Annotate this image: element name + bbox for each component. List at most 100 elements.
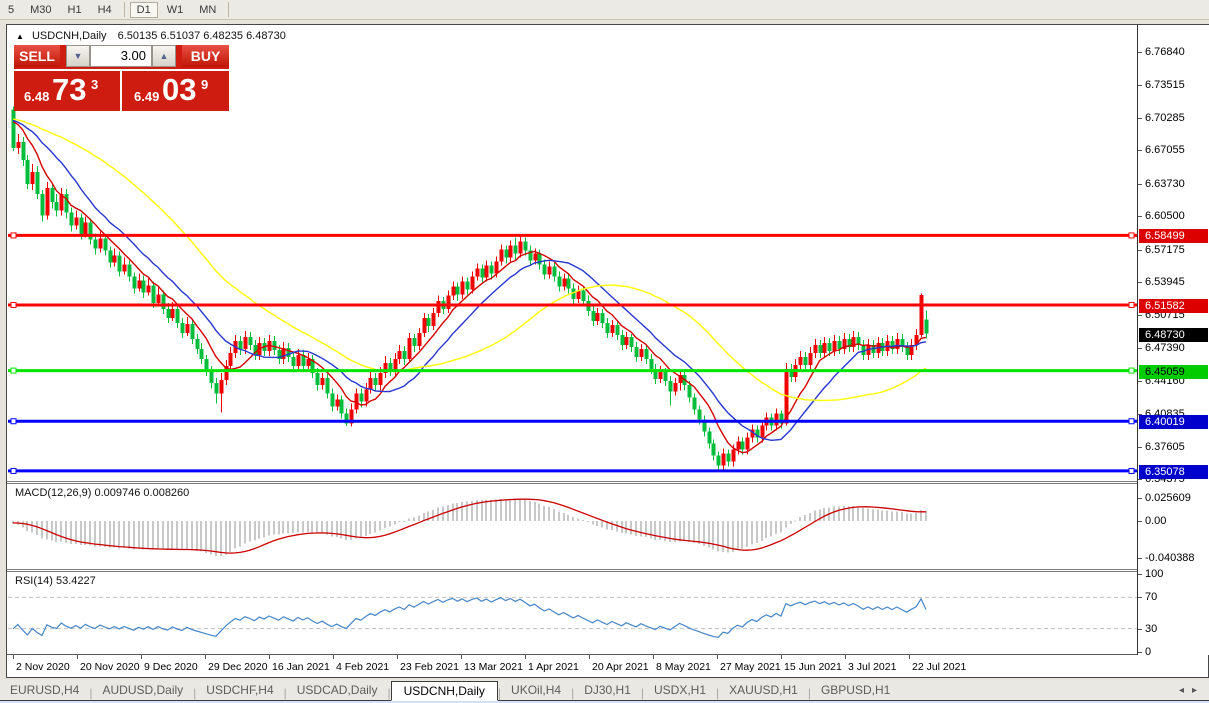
volume-input[interactable]: 3.00	[90, 45, 152, 67]
timeframe-button-5[interactable]: 5	[8, 3, 15, 16]
line-handle[interactable]	[10, 418, 17, 425]
tick-dash-icon	[1138, 183, 1142, 185]
tab-gbpusd-h1[interactable]: GBPUSD,H1	[820, 683, 891, 697]
tick-dash-icon	[1138, 652, 1142, 653]
tab-dj30-h1[interactable]: DJ30,H1	[584, 683, 631, 697]
tick-dash-icon	[1138, 628, 1142, 630]
date-tick-label: 2 Nov 2020	[16, 661, 70, 673]
timeframe-button-mn[interactable]: MN	[199, 3, 217, 16]
sell-price-prefix: 6.48	[24, 89, 50, 104]
timeframe-button-h4[interactable]: H4	[97, 3, 112, 16]
toolbar-separator	[228, 2, 230, 17]
tick-dash-icon	[1138, 574, 1142, 575]
rsi-panel[interactable]: RSI(14) 53.4227	[8, 572, 1137, 654]
date-tick-label: 16 Jan 2021	[272, 661, 330, 673]
tab-usdcad-daily[interactable]: USDCAD,Daily	[296, 683, 378, 697]
candles-layer	[11, 106, 929, 471]
macd-axis-label: 0.025609	[1145, 492, 1191, 504]
price-tick: 6.70285	[1138, 112, 1209, 125]
rsi-axis-label: 30	[1145, 622, 1158, 635]
volume-increase-button[interactable]: ▲	[152, 45, 176, 67]
rsi-chart	[8, 596, 1137, 639]
date-tick-label: 20 Apr 2021	[592, 661, 649, 673]
volume-decrease-button[interactable]: ▼	[66, 45, 90, 67]
moving-average-line-16	[12, 119, 926, 442]
rsi-indicator-label: RSI(14) 53.4227	[15, 575, 96, 587]
tick-dash-icon	[1138, 380, 1142, 382]
tab-ukoil-h4[interactable]: UKOil,H4	[511, 683, 562, 697]
main-chart-panel[interactable]: ▲ USDCNH,Daily 6.50135 6.51037 6.48235 6…	[8, 25, 1137, 481]
timeframe-button-w1[interactable]: W1	[166, 3, 184, 16]
chevron-down-icon: ▼	[73, 51, 83, 61]
price-tick-label: 6.76840	[1145, 46, 1185, 58]
line-handle[interactable]	[1128, 232, 1135, 239]
sell-button[interactable]: SELL	[14, 45, 60, 67]
tab-usdx-h1[interactable]: USDX,H1	[654, 683, 707, 697]
tab-usdcnh-daily[interactable]: USDCNH,Daily	[390, 681, 498, 701]
tick-dash-icon	[1138, 597, 1142, 599]
sell-price-display[interactable]: 6.48 73 3	[14, 71, 122, 111]
buy-price-display[interactable]: 6.49 03 9	[122, 71, 229, 111]
tab-separator: |	[497, 686, 502, 700]
tick-dash-icon	[1138, 117, 1142, 119]
line-handle[interactable]	[1128, 467, 1135, 474]
line-handle[interactable]	[10, 232, 17, 239]
timeframe-button-m30[interactable]: M30	[30, 3, 52, 16]
panel-separator[interactable]	[7, 481, 1208, 484]
line-handle[interactable]	[1128, 301, 1135, 308]
date-tick-label: 3 Jul 2021	[848, 661, 897, 673]
date-tick-label: 20 Nov 2020	[80, 661, 140, 673]
line-handle[interactable]	[10, 301, 17, 308]
scroll-right-icon[interactable]: ▸	[1191, 684, 1197, 696]
price-tick: 6.63730	[1138, 178, 1209, 191]
date-tick-label: 22 Jul 2021	[912, 661, 967, 673]
date-tick-label: 8 May 2021	[656, 661, 711, 673]
macd-chart	[12, 498, 927, 556]
date-tick-label: 1 Apr 2021	[528, 661, 579, 673]
line-handle[interactable]	[1128, 367, 1135, 374]
tab-separator: |	[640, 686, 644, 700]
tab-separator: |	[283, 686, 287, 700]
triangle-up-icon[interactable]: ▲	[16, 32, 24, 41]
tick-dash-icon	[1138, 282, 1142, 284]
date-axis[interactable]: 2 Nov 2020 20 Nov 2020 9 Dec 2020 29 Dec 20…	[7, 655, 1208, 677]
date-tick	[77, 655, 78, 659]
tab-audusd-daily[interactable]: AUDUSD,Daily	[102, 683, 184, 697]
tick-dash-icon	[1138, 479, 1142, 480]
line-handle[interactable]	[10, 467, 17, 474]
tab-separator: |	[193, 686, 197, 700]
tick-dash-icon	[1138, 249, 1142, 251]
price-tick-label: 6.53945	[1145, 276, 1185, 289]
toolbar-separator	[123, 2, 125, 17]
date-tick	[781, 655, 782, 659]
price-tick: 6.67055	[1138, 144, 1209, 157]
macd-panel[interactable]: MACD(12,26,9) 0.009746 0.008260	[8, 484, 1137, 569]
window-bottom-strip	[0, 701, 1209, 703]
date-tick	[141, 655, 142, 659]
tab-eurusd-h4[interactable]: EURUSD,H4	[10, 683, 80, 697]
timeframe-button-d1[interactable]: D1	[129, 1, 158, 18]
tab-separator: |	[89, 686, 93, 700]
tab-usdchf-h4[interactable]: USDCHF,H4	[206, 683, 274, 697]
buy-button[interactable]: BUY	[182, 45, 229, 67]
timeframe-button-h1[interactable]: H1	[67, 3, 82, 16]
date-tick	[13, 655, 14, 659]
buy-price-prefix: 6.49	[134, 89, 160, 104]
macd-histogram	[12, 498, 927, 556]
scroll-left-icon[interactable]: ◂	[1178, 684, 1184, 696]
moving-average-line-8	[12, 121, 926, 454]
tab-separator: |	[387, 686, 391, 700]
line-handle[interactable]	[10, 367, 17, 374]
line-handle[interactable]	[1128, 418, 1135, 425]
date-tick	[269, 655, 270, 659]
date-tick-label: 29 Dec 2020	[208, 661, 268, 673]
chart-symbol-label: USDCNH,Daily	[31, 30, 107, 42]
macd-axis-tick: 0.025609	[1138, 492, 1209, 505]
price-tick: 6.37605	[1138, 441, 1209, 454]
tab-xauusd-h1[interactable]: XAUUSD,H1	[729, 683, 798, 697]
price-axis[interactable]: 6.76840 6.73515 6.70285 6.67055 6.63730 6.605…	[1137, 25, 1209, 658]
chart-ohlc-values: 6.50135 6.51037 6.48235 6.48730	[117, 30, 286, 42]
candlestick-chart[interactable]	[8, 25, 1137, 481]
panel-separator[interactable]	[7, 569, 1208, 572]
trade-prices-row: 6.48 73 3 6.49 03 9	[14, 69, 229, 113]
